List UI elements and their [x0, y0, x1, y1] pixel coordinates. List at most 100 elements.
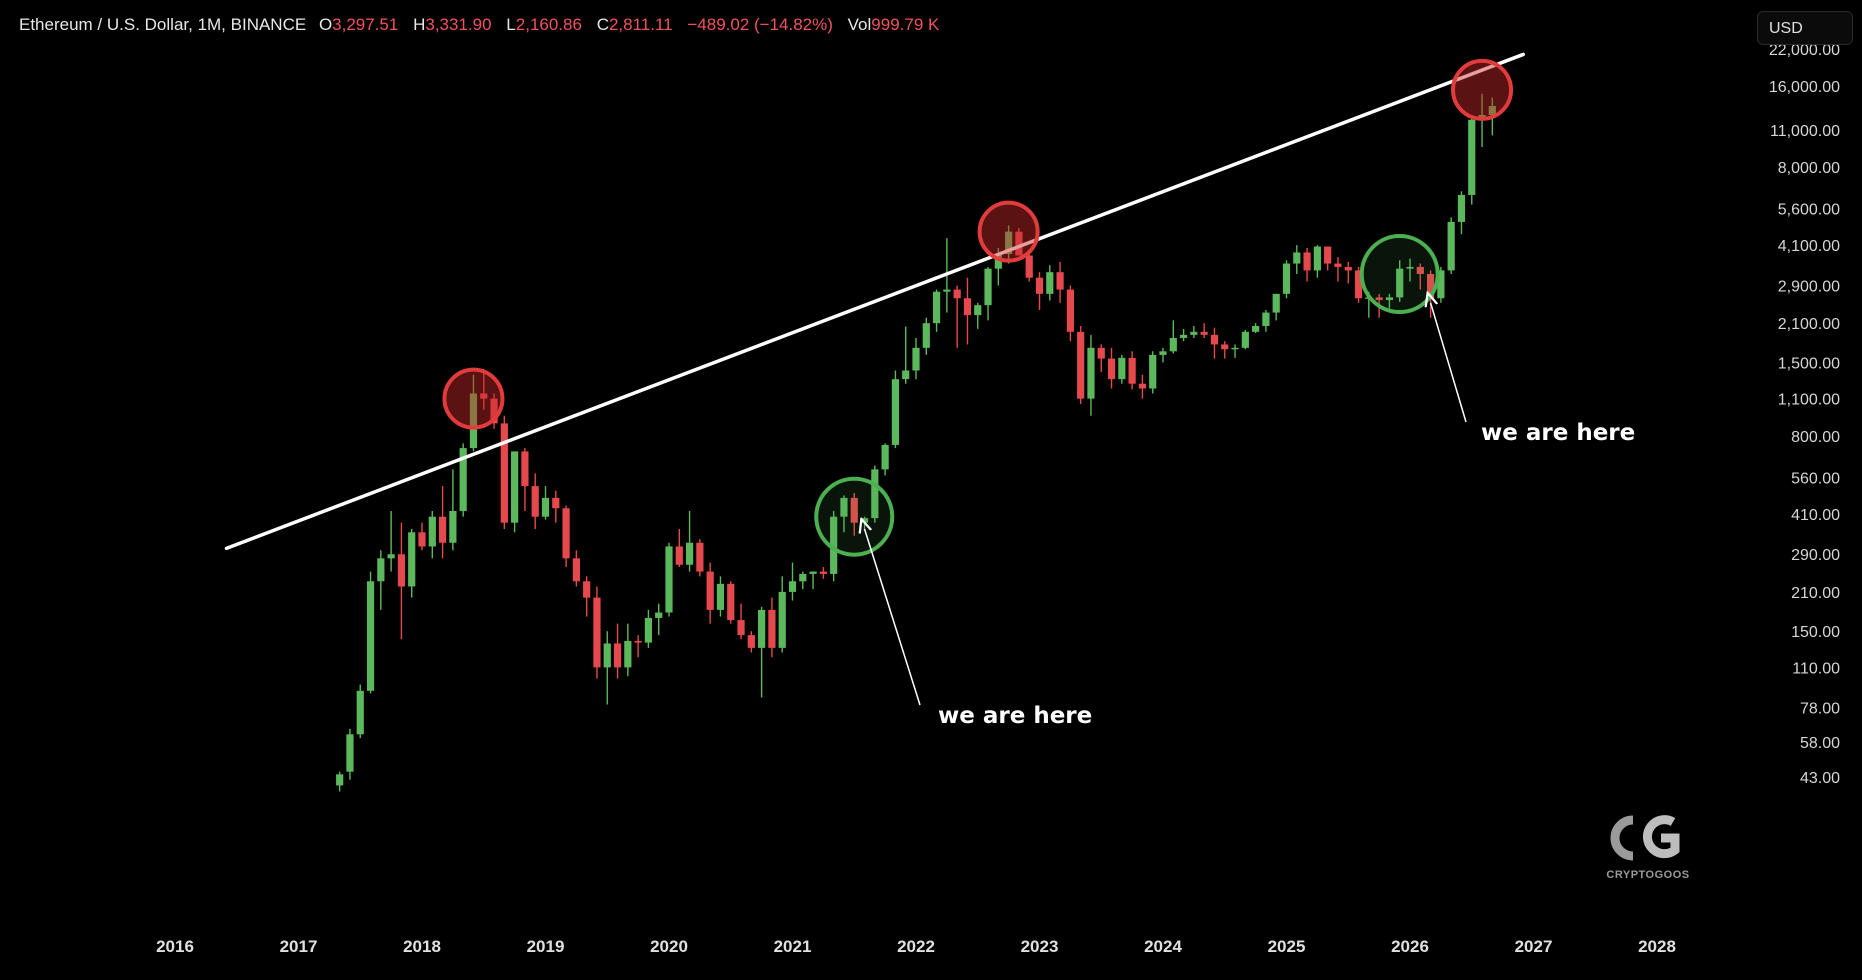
x-tick-label: 2026 [1391, 937, 1429, 956]
candle-body [819, 571, 827, 574]
candle-body [377, 558, 385, 582]
candle [1066, 285, 1074, 342]
candle-body [747, 635, 755, 648]
candle-body [665, 546, 673, 613]
candle [953, 285, 961, 348]
candles-layer [336, 93, 1496, 792]
x-tick-label: 2017 [280, 937, 318, 956]
candle-body [1457, 194, 1466, 222]
candle-body [490, 398, 498, 424]
candle [902, 326, 910, 384]
candle [1252, 323, 1260, 334]
candle [1046, 265, 1054, 301]
candle [408, 528, 416, 598]
candle-body [1087, 347, 1095, 399]
candle-body [366, 581, 375, 691]
candle-body [511, 451, 519, 523]
high-label: H [413, 15, 426, 34]
candle [1221, 341, 1229, 359]
y-tick-label: 2,900.00 [1778, 278, 1840, 295]
candle-body [1416, 266, 1424, 275]
candle-body [408, 532, 416, 587]
candle [1272, 293, 1280, 321]
candle-body [809, 571, 817, 574]
annotation-label: we are here [938, 703, 1092, 729]
candle-body [624, 640, 632, 668]
candle [613, 623, 622, 679]
candle-body [778, 591, 786, 648]
candle-body [562, 508, 570, 559]
candle-body [1138, 383, 1147, 389]
candle-body [1077, 331, 1085, 399]
logo-text: CRYPTOGOOS [1606, 869, 1690, 881]
candle [871, 465, 879, 523]
candle [1313, 245, 1321, 278]
candle [1231, 344, 1239, 358]
candle-body [716, 583, 725, 610]
currency-button[interactable]: USD [1757, 11, 1853, 45]
y-tick-label: 560.00 [1791, 470, 1840, 487]
x-tick-label: 2018 [403, 937, 441, 956]
candle [809, 571, 817, 590]
low-value: 2,160.86 [515, 15, 582, 34]
x-tick-label: 2020 [650, 937, 688, 956]
candle [932, 289, 941, 332]
y-tick-label: 4,100.00 [1778, 238, 1840, 255]
y-tick-label: 58.00 [1800, 735, 1840, 752]
close-value: 2,811.11 [608, 15, 673, 34]
candle-body [994, 253, 1002, 269]
candle-body [1396, 268, 1404, 298]
candle-body [1066, 289, 1074, 332]
candle-body [1097, 347, 1105, 359]
candle-body [552, 497, 560, 509]
candle-body [758, 609, 766, 648]
candle-body [459, 448, 467, 512]
candle-body [850, 497, 858, 523]
candle-body [603, 643, 611, 668]
candle-body [1241, 331, 1249, 348]
y-tick-label: 2,100.00 [1778, 316, 1840, 333]
candle [1437, 266, 1445, 303]
candle [1087, 334, 1095, 416]
candle [747, 631, 755, 653]
candle-body [438, 516, 447, 543]
y-tick-label: 410.00 [1791, 507, 1840, 524]
candle-body [1231, 347, 1239, 350]
annotation-arrow [1431, 303, 1467, 423]
y-axis: 22,000.00 16,000.00 11,000.00 8,000.00 5,600… [1769, 42, 1840, 787]
candle-body [1282, 263, 1291, 294]
candle-body [788, 581, 797, 592]
candle-body [1159, 351, 1167, 355]
candle-body [1056, 272, 1064, 290]
candle-body [521, 451, 529, 487]
candle-body [1437, 270, 1445, 299]
x-tick-label: 2028 [1638, 937, 1676, 956]
candle [1179, 328, 1188, 342]
candle [655, 603, 663, 636]
candle [377, 550, 385, 610]
candle-body [1179, 334, 1188, 338]
candle [1468, 114, 1476, 205]
annotation-arrow [865, 529, 921, 706]
candle [552, 490, 560, 523]
candle-body [1190, 331, 1198, 335]
candle-body [830, 516, 838, 574]
candle-body [336, 774, 344, 786]
candle [336, 771, 344, 792]
candle [778, 576, 786, 653]
candle [1169, 320, 1177, 354]
change-value: −489.02 (−14.82%) [687, 15, 833, 34]
candle-body [1046, 272, 1054, 294]
candle [593, 586, 601, 679]
candle [511, 451, 519, 533]
candle-body [696, 542, 704, 572]
candle [1447, 217, 1455, 275]
candle [881, 443, 889, 476]
y-tick-label: 5,600.00 [1778, 202, 1840, 219]
candle-body [655, 612, 663, 618]
candle [428, 511, 436, 559]
candle [665, 542, 673, 617]
candle [397, 522, 406, 640]
candle [912, 337, 920, 380]
